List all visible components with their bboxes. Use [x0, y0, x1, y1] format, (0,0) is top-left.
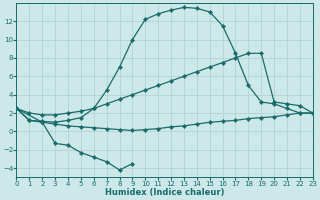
X-axis label: Humidex (Indice chaleur): Humidex (Indice chaleur) [105, 188, 224, 197]
